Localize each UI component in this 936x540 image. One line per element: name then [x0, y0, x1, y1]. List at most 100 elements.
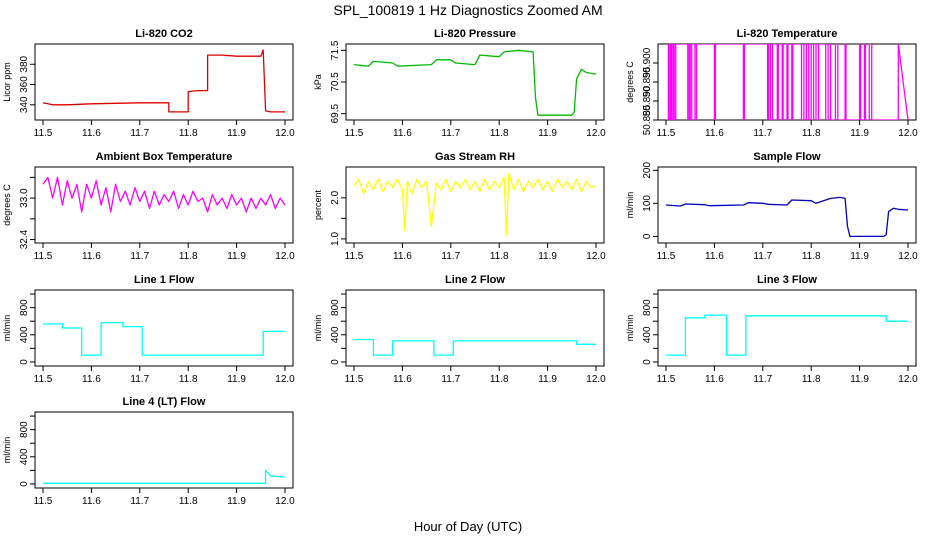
y-tick-label: 340	[19, 96, 30, 113]
x-tick-label: 12.0	[275, 128, 295, 139]
y-tick-label: 0	[19, 359, 30, 365]
x-tick-label: 12.0	[586, 251, 606, 262]
y-tick-label: 380	[19, 55, 30, 72]
y-axis-label: Licor ppm	[2, 62, 12, 102]
y-tick-label: 400	[642, 326, 653, 343]
x-tick-label: 11.6	[393, 251, 412, 262]
x-tick-label: 12.0	[898, 128, 918, 139]
x-tick-label: 11.8	[802, 374, 821, 385]
x-tick-label: 11.5	[34, 128, 53, 139]
y-tick-label: 70.5	[330, 72, 341, 92]
panel-title: Line 3 Flow	[757, 274, 817, 286]
x-tick-label: 11.7	[130, 374, 149, 385]
y-tick-label: 2.0	[330, 190, 341, 204]
panel-title: Gas Stream RH	[435, 151, 515, 163]
y-tick-label: 50.900	[642, 47, 653, 78]
plot-frame	[345, 289, 605, 367]
series-line	[43, 469, 286, 484]
x-tick-label: 11.5	[657, 374, 676, 385]
y-tick-label: 32.4	[19, 229, 30, 249]
x-tick-label: 11.7	[753, 374, 772, 385]
y-tick-label: 200	[642, 162, 653, 179]
series-line	[354, 338, 596, 356]
x-tick-label: 11.9	[227, 251, 246, 262]
y-axis-label: degrees C	[625, 61, 635, 103]
x-tick-label: 11.5	[345, 251, 364, 262]
panel-title: Li-820 Temperature	[737, 28, 838, 40]
x-tick-label: 11.9	[538, 374, 557, 385]
x-tick-label: 11.9	[227, 374, 246, 385]
x-tick-label: 11.8	[490, 128, 509, 139]
series-line	[43, 321, 285, 356]
series-line	[353, 172, 597, 236]
plot-frame	[345, 43, 605, 121]
x-tick-label: 12.0	[275, 496, 295, 507]
x-tick-label: 11.8	[802, 128, 821, 139]
y-axis-label: ml/min	[625, 315, 635, 342]
x-tick-label: 11.7	[753, 251, 772, 262]
x-tick-label: 11.5	[34, 496, 53, 507]
panel-3: Li-820 Temperature 11.5 11.6 11.7 11.8 11.9 12…	[625, 28, 918, 139]
x-tick-label: 11.8	[179, 251, 198, 262]
y-tick-label: 400	[330, 326, 341, 343]
panel-1: Li-820 CO2 11.5 11.6 11.7 11.8 11.9 12.0 340 360…	[2, 28, 295, 139]
plot-frame	[657, 166, 917, 244]
x-tick-label: 11.6	[82, 251, 101, 262]
x-tick-label: 11.7	[130, 251, 149, 262]
x-tick-label: 12.0	[898, 374, 918, 385]
x-tick-label: 11.5	[345, 128, 364, 139]
y-axis-label: kPa	[313, 74, 323, 90]
y-tick-label: 800	[642, 299, 653, 316]
panel-title: Li-820 Pressure	[434, 28, 516, 40]
panel-10: Line 4 (LT) Flow 11.5 11.6 11.7 11.8 11.9 12.0…	[2, 396, 295, 507]
figure-title: SPL_100819 1 Hz Diagnostics Zoomed AM	[333, 2, 602, 18]
plot-frame	[34, 289, 294, 367]
y-axis-label: ml/min	[625, 192, 635, 219]
x-tick-label: 11.6	[393, 128, 412, 139]
plot-frame	[34, 411, 294, 489]
x-tick-label: 11.8	[490, 374, 509, 385]
y-tick-label: 0	[642, 233, 653, 239]
x-tick-label: 11.6	[82, 374, 101, 385]
x-tick-label: 11.7	[753, 128, 772, 139]
panel-5: Gas Stream RH 11.5 11.6 11.7 11.8 11.9 12.0 1.0…	[313, 151, 606, 262]
x-tick-label: 11.7	[441, 128, 460, 139]
x-tick-label: 11.9	[538, 251, 557, 262]
x-tick-label: 11.7	[441, 374, 460, 385]
y-tick-label: 800	[19, 421, 30, 438]
x-tick-label: 11.8	[179, 496, 198, 507]
x-tick-label: 11.5	[657, 251, 676, 262]
y-tick-label: 71.5	[330, 40, 341, 60]
x-tick-label: 11.6	[82, 128, 101, 139]
series-line	[665, 196, 909, 238]
y-tick-label: 360	[19, 76, 30, 93]
plot-frame	[34, 166, 294, 244]
x-tick-label: 11.9	[227, 496, 246, 507]
y-tick-label: 50.885	[642, 104, 653, 135]
y-tick-label: 50.890	[642, 85, 653, 116]
x-tick-label: 11.6	[705, 128, 724, 139]
panel-2: Li-820 Pressure 11.5 11.6 11.7 11.8 11.9 12.0 6…	[313, 28, 606, 139]
y-tick-label: 0	[642, 359, 653, 365]
x-tick-label: 11.9	[850, 128, 869, 139]
x-tick-label: 11.8	[802, 251, 821, 262]
x-tick-label: 11.5	[345, 374, 364, 385]
y-tick-label: 400	[19, 326, 30, 343]
x-tick-label: 12.0	[586, 128, 606, 139]
plot-frame	[657, 289, 917, 367]
figure-x-axis-label: Hour of Day (UTC)	[414, 519, 522, 534]
x-tick-label: 11.6	[393, 374, 412, 385]
y-tick-label: 100	[642, 195, 653, 212]
x-tick-label: 12.0	[898, 251, 918, 262]
y-axis-label: ml/min	[2, 437, 12, 464]
panel-title: Li-820 CO2	[135, 28, 192, 40]
x-tick-label: 11.6	[705, 251, 724, 262]
y-tick-label: 0	[330, 359, 341, 365]
x-tick-label: 11.7	[130, 496, 149, 507]
plot-frame	[34, 43, 294, 121]
x-tick-label: 11.5	[657, 128, 676, 139]
y-tick-label: 800	[330, 299, 341, 316]
y-axis-label: ml/min	[2, 315, 12, 342]
x-tick-label: 12.0	[275, 374, 295, 385]
panel-title: Line 1 Flow	[134, 274, 194, 286]
